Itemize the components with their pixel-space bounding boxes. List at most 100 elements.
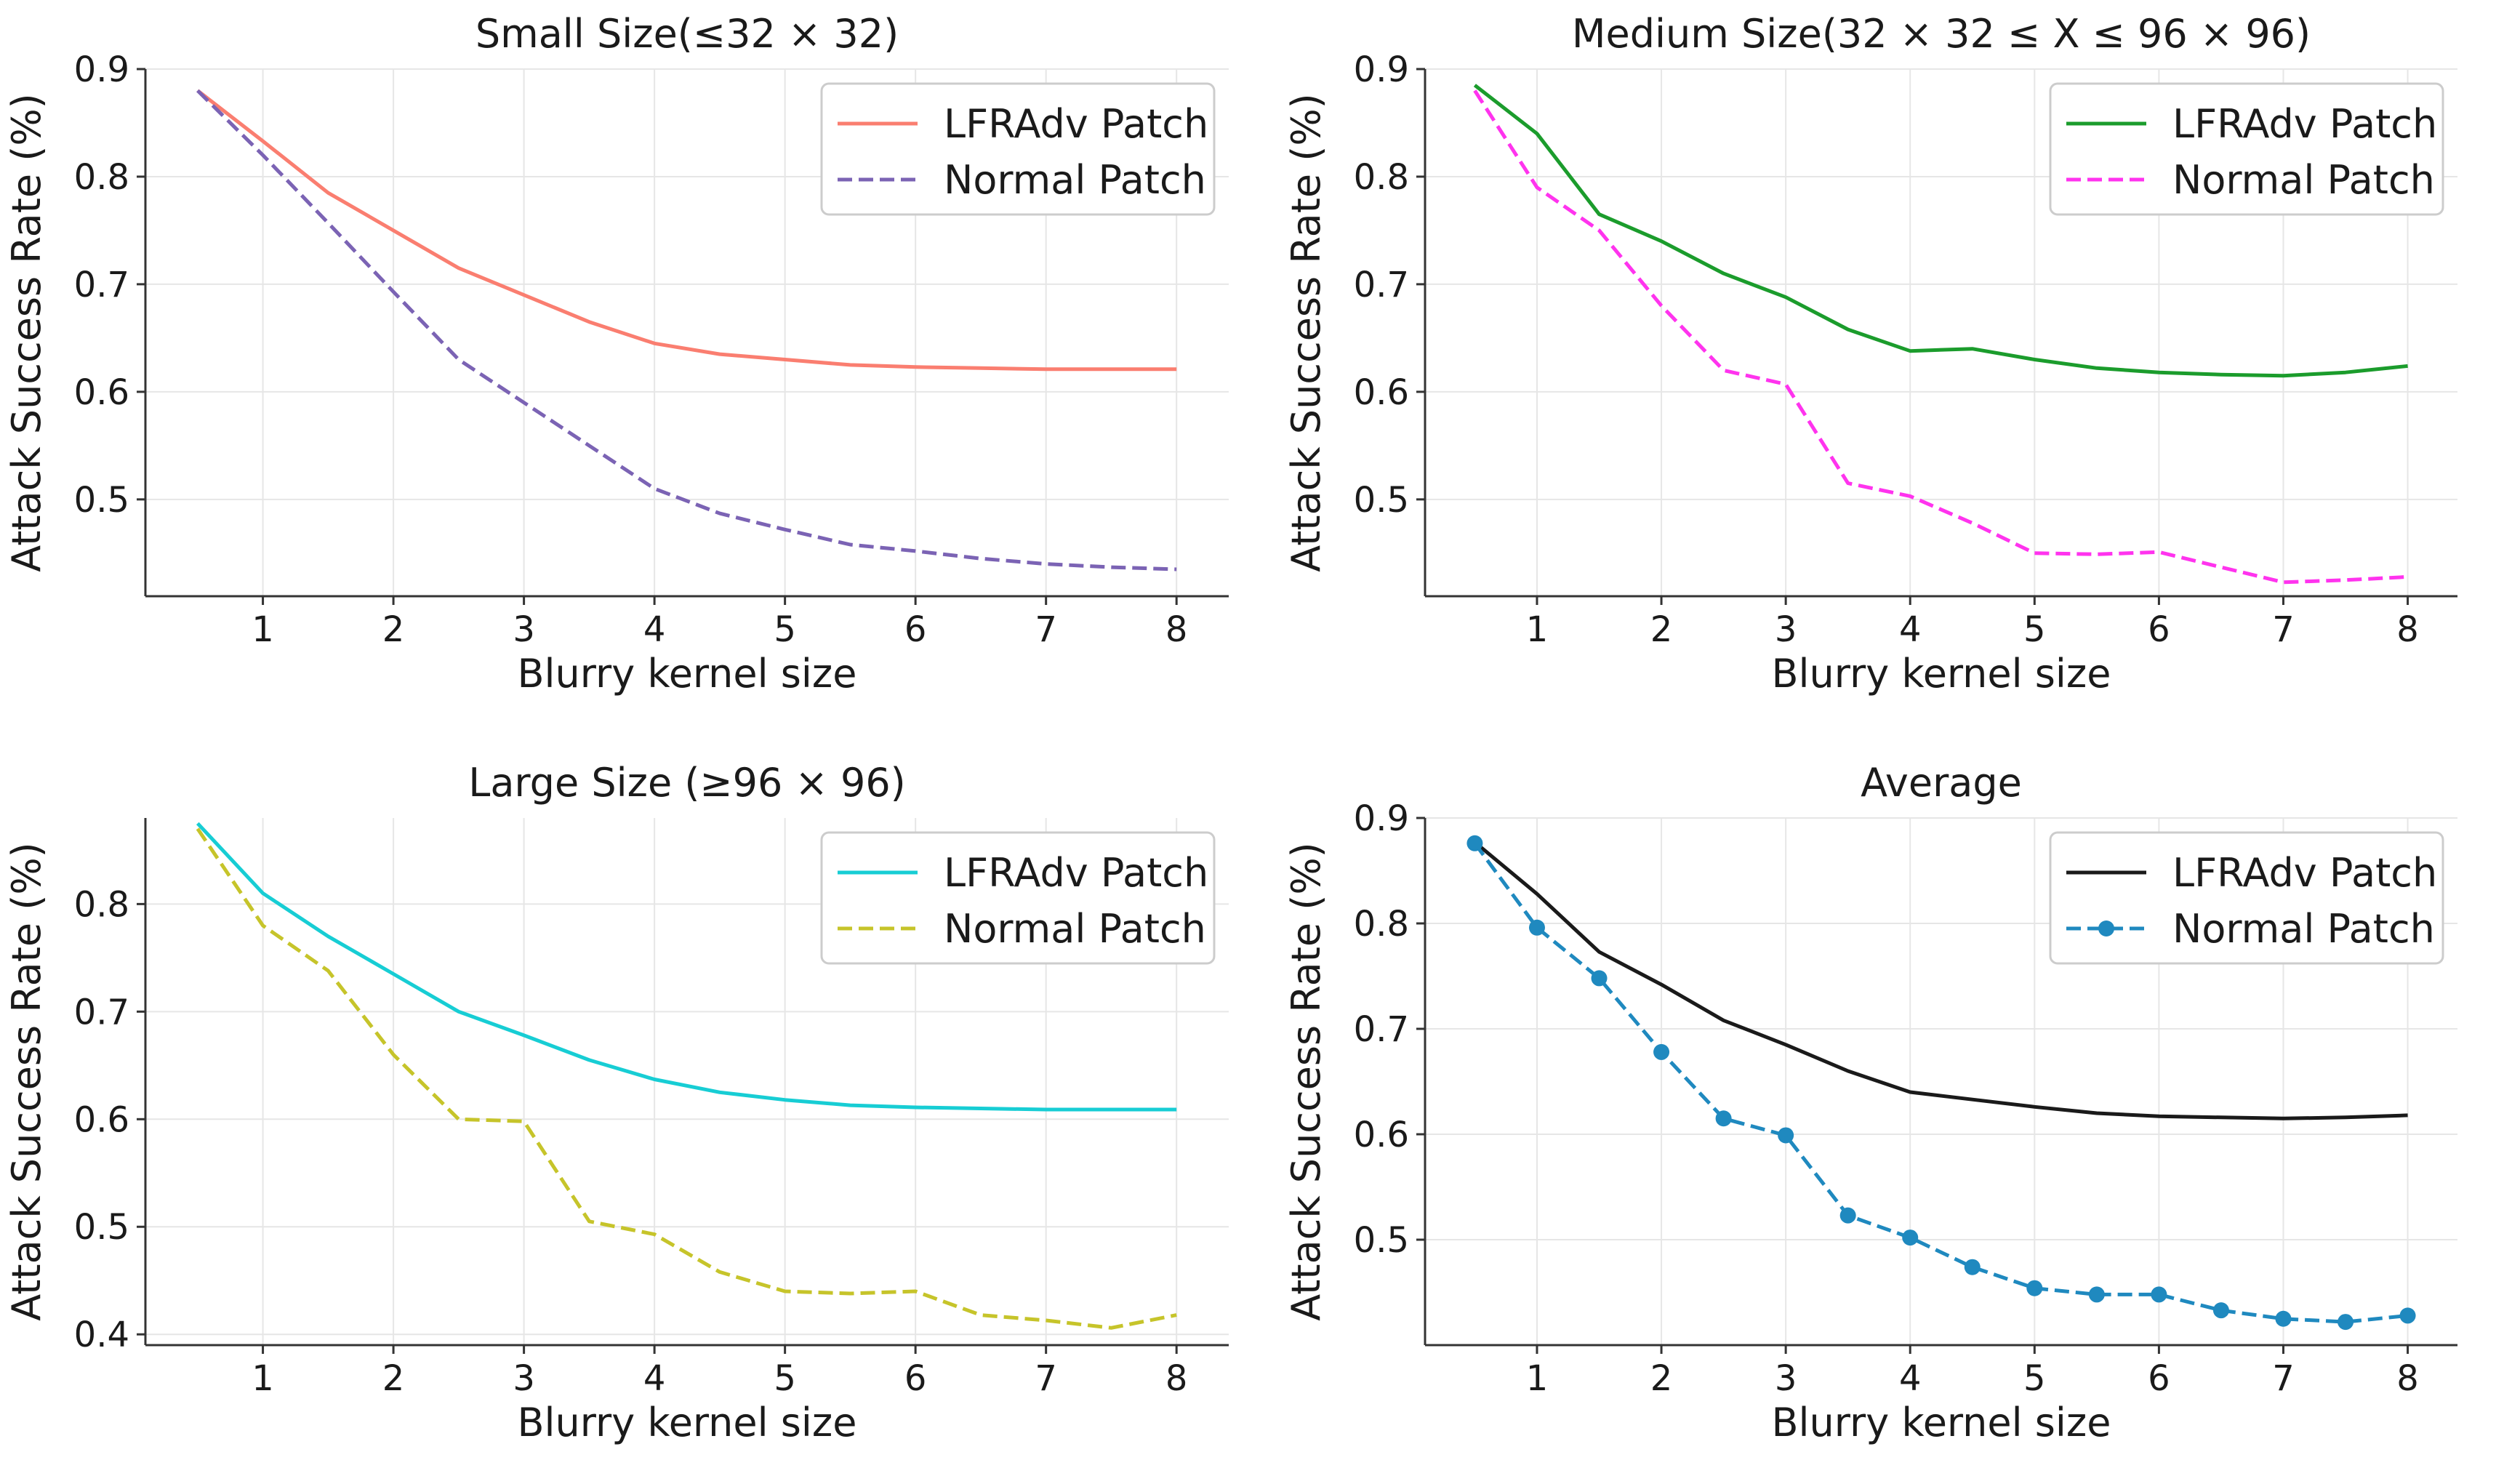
y-tick-label: 0.9 <box>74 49 129 90</box>
x-tick-label: 3 <box>513 1358 535 1399</box>
data-point <box>2399 1307 2416 1324</box>
x-tick-label: 1 <box>252 609 274 650</box>
x-tick-label: 8 <box>2396 609 2419 650</box>
series-line-lfradv-patch <box>196 822 1177 1112</box>
chart-panel-4: 1 2 3 4 5 6 7 8 0.5 0.6 0.7 0.8 0.9 Average Blurry ker… <box>1283 760 2457 1445</box>
legend-label: Normal Patch <box>2172 906 2435 952</box>
y-tick-label: 0.8 <box>74 884 129 925</box>
x-tick-label: 3 <box>1775 1358 1797 1399</box>
x-tick-label: 4 <box>1899 609 1922 650</box>
x-tick-label: 2 <box>1650 1358 1673 1399</box>
y-axis-label: Attack Success Rate (%) <box>4 93 49 572</box>
x-tick-label: 7 <box>1035 1358 1057 1399</box>
legend-label: Normal Patch <box>2172 157 2435 203</box>
x-tick-label: 4 <box>643 1358 666 1399</box>
x-axis-label: Blurry kernel size <box>1772 651 2111 697</box>
x-tick-label: 2 <box>1650 609 1673 650</box>
legend-label: Normal Patch <box>944 157 1206 203</box>
y-tick-label: 0.8 <box>1354 904 1409 944</box>
data-point <box>2212 1302 2229 1319</box>
x-tick-label: 8 <box>1165 609 1188 650</box>
chart-title: Large Size (≥96 × 96) <box>468 760 906 806</box>
data-point <box>1528 919 1545 936</box>
data-point <box>2088 1286 2105 1303</box>
chart-panel-2: 1 2 3 4 5 6 7 8 0.5 0.6 0.7 0.8 0.9 Medium Size(32 × … <box>1283 11 2457 697</box>
x-axis-label: Blurry kernel size <box>518 1400 857 1445</box>
x-tick-label: 1 <box>1526 1358 1549 1399</box>
x-tick-label: 5 <box>2023 609 2046 650</box>
legend-box <box>820 831 1216 965</box>
chart-title: Average <box>1861 760 2022 806</box>
data-point <box>1591 970 1608 987</box>
x-tick-label: 2 <box>382 609 405 650</box>
legend: LFRAdv Patch Normal Patch <box>2049 82 2444 216</box>
x-tick-label: 3 <box>513 609 535 650</box>
data-point <box>1778 1127 1794 1144</box>
chart-title: Small Size(≤32 × 32) <box>475 11 899 57</box>
x-tick-label: 2 <box>382 1358 405 1399</box>
chart-panel-3: 1 2 3 4 5 6 7 8 0.4 0.5 0.6 0.7 0.8 Large Size (≥96 ×… <box>4 760 1229 1445</box>
x-axis-label: Blurry kernel size <box>1772 1400 2111 1445</box>
x-tick-label: 7 <box>2272 1358 2295 1399</box>
legend-label: LFRAdv Patch <box>2172 850 2437 896</box>
x-tick-label: 6 <box>2148 1358 2170 1399</box>
legend: LFRAdv Patch Normal Patch <box>820 82 1216 216</box>
x-tick-label: 6 <box>2148 609 2170 650</box>
series-line-normal-patch <box>1473 89 2408 585</box>
legend: LFRAdv Patch Normal Patch <box>820 831 1216 965</box>
series-line-normal-patch <box>1473 842 2408 1324</box>
y-tick-label: 0.8 <box>74 157 129 198</box>
legend-label: LFRAdv Patch <box>944 101 1208 147</box>
data-point <box>2275 1310 2292 1327</box>
y-tick-label: 0.5 <box>1354 480 1409 521</box>
chart-title: Medium Size(32 × 32 ≤ X ≤ 96 × 96) <box>1572 11 2311 57</box>
data-point <box>2338 1314 2354 1331</box>
y-tick-label: 0.7 <box>74 992 129 1032</box>
y-axis-label: Attack Success Rate (%) <box>1283 93 1329 572</box>
x-tick-label: 5 <box>774 609 796 650</box>
y-tick-label: 0.6 <box>1354 372 1409 413</box>
y-tick-label: 0.7 <box>1354 1009 1409 1050</box>
legend-marker <box>2098 920 2114 936</box>
data-point <box>1902 1230 1919 1246</box>
legend-label: LFRAdv Patch <box>2172 101 2437 147</box>
y-tick-label: 0.5 <box>74 480 129 521</box>
legend-label: LFRAdv Patch <box>944 850 1208 896</box>
x-tick-label: 8 <box>2396 1358 2419 1399</box>
legend: LFRAdv Patch Normal Patch <box>2049 831 2444 965</box>
data-point <box>2026 1280 2043 1296</box>
legend-label: Normal Patch <box>944 906 1206 952</box>
series-line-normal-patch <box>196 827 1177 1330</box>
y-tick-label: 0.7 <box>74 265 129 305</box>
y-tick-label: 0.6 <box>1354 1115 1409 1155</box>
series-line-lfradv-patch <box>1473 841 2408 1120</box>
y-tick-label: 0.9 <box>1354 49 1409 90</box>
x-tick-label: 7 <box>1035 609 1057 650</box>
x-axis-label: Blurry kernel size <box>518 651 857 697</box>
y-tick-label: 0.5 <box>74 1207 129 1248</box>
x-tick-label: 3 <box>1775 609 1797 650</box>
x-tick-label: 5 <box>774 1358 796 1399</box>
x-tick-label: 8 <box>1165 1358 1188 1399</box>
x-tick-label: 1 <box>1526 609 1549 650</box>
series-line-normal-patch <box>196 89 1177 571</box>
legend-box <box>2049 82 2444 216</box>
legend-box <box>820 82 1216 216</box>
y-axis-label: Attack Success Rate (%) <box>4 842 49 1321</box>
y-tick-label: 0.8 <box>1354 157 1409 198</box>
data-point <box>1466 835 1483 851</box>
data-point <box>1715 1110 1732 1127</box>
x-tick-label: 6 <box>904 609 927 650</box>
y-tick-label: 0.5 <box>1354 1220 1409 1261</box>
data-point <box>1964 1259 1981 1275</box>
series-line-lfradv-patch <box>196 89 1177 372</box>
y-axis-label: Attack Success Rate (%) <box>1283 842 1329 1321</box>
x-tick-label: 4 <box>1899 1358 1922 1399</box>
series-line-lfradv-patch <box>1473 84 2408 378</box>
y-tick-label: 0.4 <box>74 1315 129 1355</box>
data-point <box>1839 1207 1856 1224</box>
y-tick-label: 0.6 <box>74 1099 129 1140</box>
data-point <box>1653 1043 1670 1060</box>
y-tick-label: 0.7 <box>1354 265 1409 305</box>
